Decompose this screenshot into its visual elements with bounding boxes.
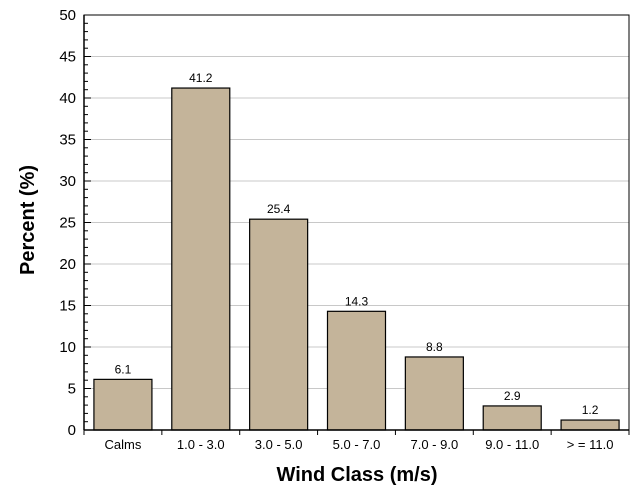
bar: [93, 378, 153, 431]
y-tick-label: 30: [59, 173, 76, 190]
x-tick-label: 3.0 - 5.0: [255, 437, 303, 452]
y-tick-label: 35: [59, 132, 76, 149]
x-tick-label: > = 11.0: [567, 437, 614, 452]
x-axis-title: Wind Class (m/s): [277, 464, 438, 486]
y-axis-title: Percent (%): [17, 165, 39, 275]
y-tick-label: 5: [68, 381, 76, 398]
data-label: 2.9: [504, 389, 521, 403]
bar: [326, 310, 387, 431]
bar: [482, 405, 542, 431]
axes: [83, 14, 630, 435]
y-tick-label: 15: [59, 298, 76, 315]
y-tick-label: 10: [59, 339, 76, 356]
data-label: 41.2: [189, 71, 213, 85]
y-tick-label: 25: [59, 215, 76, 232]
bar: [171, 87, 231, 431]
y-tick-label: 40: [59, 90, 76, 107]
x-tick-label: 1.0 - 3.0: [177, 437, 225, 452]
data-label: 1.2: [582, 403, 599, 417]
y-tick-label: 50: [59, 7, 76, 24]
data-label: 14.3: [345, 294, 369, 308]
y-tick-label: 0: [68, 422, 76, 439]
bar: [249, 218, 309, 431]
data-label: 25.4: [267, 202, 291, 216]
data-label: 8.8: [426, 340, 443, 354]
x-tick-label: 9.0 - 11.0: [485, 437, 539, 452]
y-tick-label: 45: [59, 49, 76, 66]
bar: [404, 356, 464, 431]
x-tick-label: Calms: [105, 437, 142, 452]
y-tick-label: 20: [59, 256, 76, 273]
x-tick-label: 7.0 - 9.0: [411, 437, 459, 452]
data-label: 6.1: [115, 362, 132, 376]
labels: 6.1 Calms 41.2 1.0 - 3.0 25.4 3.0 - 5.0 14.3 5.…: [59, 7, 613, 452]
x-tick-label: 5.0 - 7.0: [333, 437, 381, 452]
bar: [560, 419, 620, 431]
